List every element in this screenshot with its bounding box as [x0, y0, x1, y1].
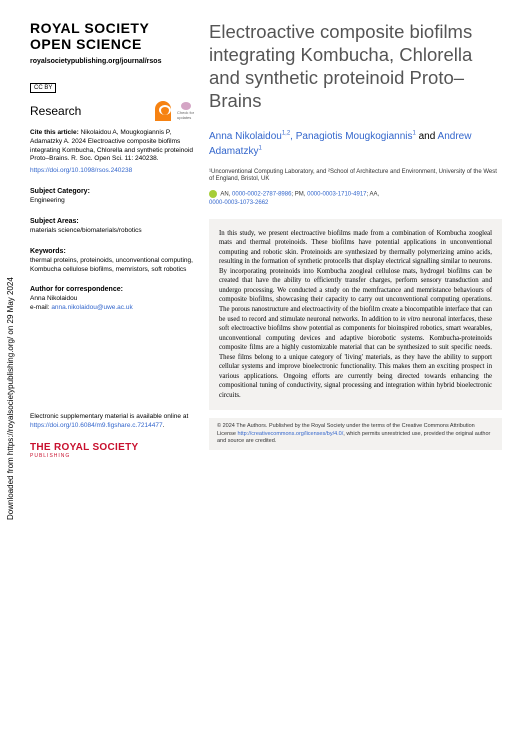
download-attribution: Downloaded from https://royalsocietypubl…: [6, 277, 15, 520]
author-correspondence-email: e-mail: anna.nikolaidou@uwe.ac.uk: [30, 304, 195, 313]
sidebar: ROYAL SOCIETY OPEN SCIENCE royalsocietyp…: [30, 20, 195, 459]
rs-logo-text: THE ROYAL SOCIETY: [30, 442, 195, 453]
authors: Anna Nikolaidou1,2, Panagiotis Mougkogia…: [209, 129, 502, 159]
subject-category-label: Subject Category:: [30, 188, 195, 195]
journal-url[interactable]: royalsocietypublishing.org/journal/rsos: [30, 58, 195, 65]
esm-text: Electronic supplementary material is ava…: [30, 413, 195, 431]
license-link[interactable]: http://creativecommons.org/licenses/by/4…: [238, 431, 344, 437]
check-updates-icon[interactable]: Check for updates: [177, 102, 195, 120]
affiliations: ¹Unconventional Computing Laboratory, an…: [209, 169, 502, 185]
orcid-icon: [209, 190, 217, 198]
author-1[interactable]: Anna Nikolaidou: [209, 131, 282, 142]
subject-areas: materials science/biomaterials/robotics: [30, 227, 195, 236]
author-correspondence-name: Anna Nikolaidou: [30, 295, 195, 304]
keywords-label: Keywords:: [30, 248, 195, 255]
abstract: In this study, we present electroactive …: [209, 219, 502, 410]
keywords: thermal proteins, proteinoids, unconvent…: [30, 257, 195, 275]
esm-link[interactable]: https://doi.org/10.6084/m9.figshare.c.72…: [30, 422, 163, 429]
journal-name: ROYAL SOCIETY OPEN SCIENCE: [30, 20, 195, 52]
cite-label: Cite this article:: [30, 129, 79, 136]
research-row: Research Check for updates: [30, 101, 195, 121]
rs-logo-sub: PUBLISHING: [30, 453, 195, 459]
subject-category: Engineering: [30, 197, 195, 206]
open-access-icon: [155, 101, 171, 121]
doi-link[interactable]: https://doi.org/10.1098/rsos.240238: [30, 167, 195, 174]
cc-badge: CC BY: [30, 83, 56, 93]
research-label: Research: [30, 104, 81, 118]
orcid-pm[interactable]: 0000-0003-1710-4917: [307, 192, 366, 198]
license-box: © 2024 The Authors. Published by the Roy…: [209, 418, 502, 450]
subject-areas-label: Subject Areas:: [30, 218, 195, 225]
email-link[interactable]: anna.nikolaidou@uwe.ac.uk: [51, 304, 132, 311]
author-2[interactable]: Panagiotis Mougkogiannis: [296, 131, 413, 142]
orcid-row: AN, 0000-0002-2787-8986; PM, 0000-0003-1…: [209, 190, 502, 207]
main-content: Electroactive composite biofilms integra…: [209, 20, 502, 459]
rs-logo: THE ROYAL SOCIETY PUBLISHING: [30, 442, 195, 459]
icons-row: Check for updates: [155, 101, 195, 121]
citation: Cite this article: Nikolaidou A, Mougkog…: [30, 129, 195, 164]
orcid-aa[interactable]: 0000-0003-1073-2662: [209, 200, 268, 206]
author-correspondence-label: Author for correspondence:: [30, 286, 195, 293]
article-title: Electroactive composite biofilms integra…: [209, 20, 502, 113]
page-container: ROYAL SOCIETY OPEN SCIENCE royalsocietyp…: [0, 0, 522, 469]
orcid-an[interactable]: 0000-0002-2787-8986: [232, 192, 291, 198]
